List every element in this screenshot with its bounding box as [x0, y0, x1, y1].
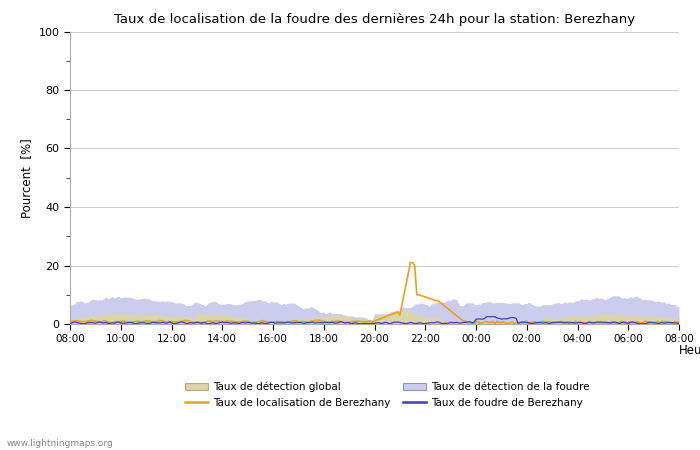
- Legend: Taux de détection global, Taux de localisation de Berezhany, Taux de détection d: Taux de détection global, Taux de locali…: [185, 382, 589, 408]
- Text: www.lightningmaps.org: www.lightningmaps.org: [7, 439, 113, 448]
- Text: Heure: Heure: [679, 345, 700, 357]
- Y-axis label: Pourcent  [%]: Pourcent [%]: [20, 138, 33, 218]
- Title: Taux de localisation de la foudre des dernières 24h pour la station: Berezhany: Taux de localisation de la foudre des de…: [114, 13, 635, 26]
